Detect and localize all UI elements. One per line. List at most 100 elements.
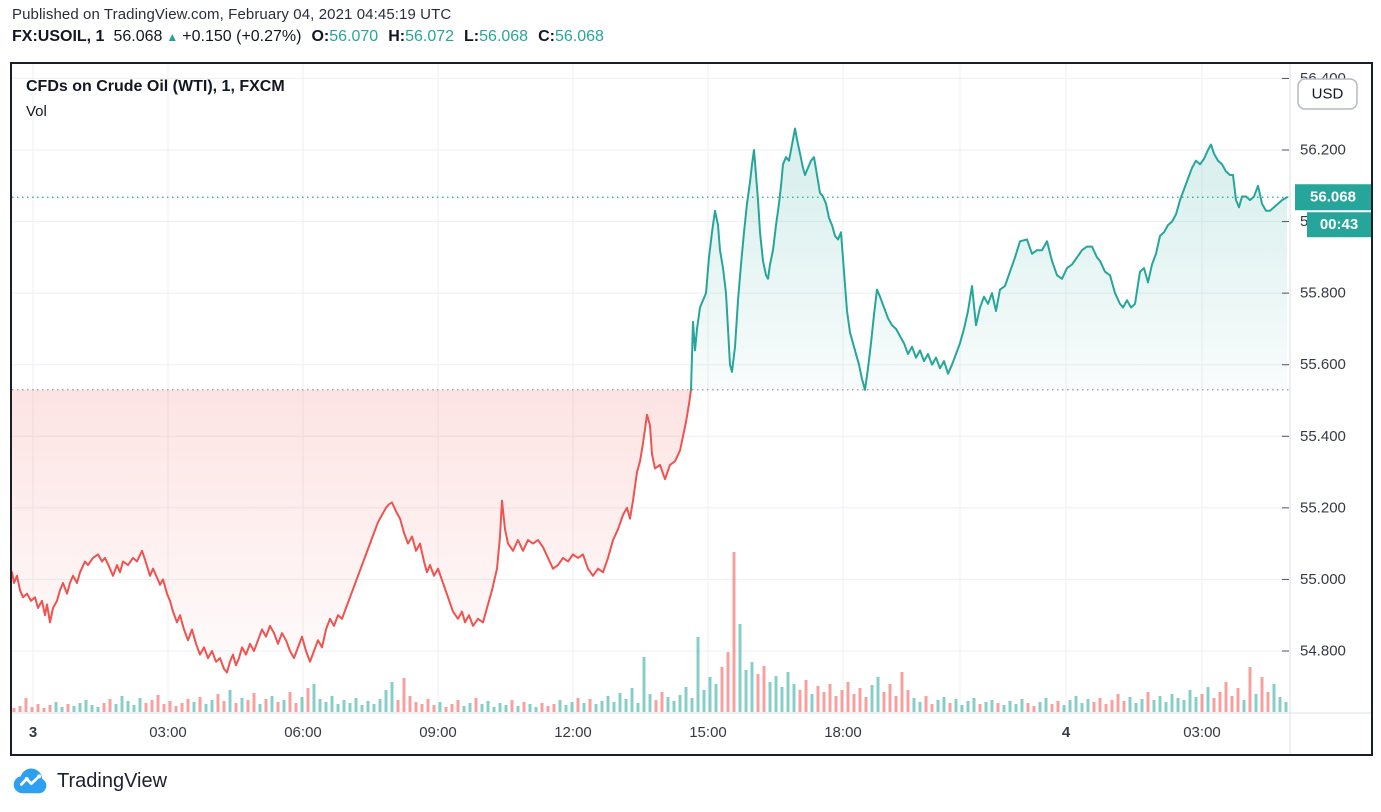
volume-bar xyxy=(48,705,52,712)
volume-bar xyxy=(1284,702,1288,712)
volume-bar xyxy=(1242,700,1246,712)
volume-bar xyxy=(1272,684,1276,712)
volume-bar xyxy=(1062,705,1066,712)
volume-bar xyxy=(738,624,742,712)
volume-bar xyxy=(432,705,436,712)
volume-bar xyxy=(690,698,694,712)
volume-bar xyxy=(798,690,802,712)
volume-bar xyxy=(132,705,136,712)
volume-bar xyxy=(960,705,964,712)
volume-bar xyxy=(792,684,796,712)
volume-bar xyxy=(768,682,772,712)
volume-bar xyxy=(294,703,298,712)
volume-bar xyxy=(498,703,502,712)
volume-bar xyxy=(156,695,160,712)
volume-bar xyxy=(96,707,100,712)
ohlc-values: O:56.070 H:56.072 L:56.068 C:56.068 xyxy=(301,28,603,45)
volume-bar xyxy=(216,694,220,712)
volume-bar xyxy=(600,701,604,712)
volume-bar xyxy=(1158,696,1162,712)
volume-bar xyxy=(546,706,550,712)
volume-bar xyxy=(1020,699,1024,712)
volume-bar xyxy=(1038,702,1042,712)
volume-bar xyxy=(1176,698,1180,712)
time-axis[interactable]: 3 03:00 06:00 09:00 12:00 15:00 18:00 4 03:00 xyxy=(29,724,1221,741)
volume-bar xyxy=(144,703,148,712)
volume-bar xyxy=(54,702,58,712)
volume-bar xyxy=(324,702,328,712)
time-tick-label: 18:00 xyxy=(824,724,862,741)
volume-bar xyxy=(630,688,634,712)
volume-bar xyxy=(18,706,22,712)
volume-bar xyxy=(1200,694,1204,712)
volume-bar xyxy=(36,704,40,712)
volume-bar xyxy=(864,697,868,712)
volume-bar xyxy=(198,697,202,712)
volume-bar xyxy=(978,704,982,712)
volume-bar xyxy=(1044,698,1048,712)
volume-bar xyxy=(672,701,676,712)
volume-bar xyxy=(708,677,712,712)
volume-bar xyxy=(612,702,616,712)
volume-bar xyxy=(150,700,154,712)
currency-badge xyxy=(1297,78,1358,110)
price-tick-label: 56.200 xyxy=(1300,142,1346,159)
volume-bar xyxy=(1260,677,1264,712)
volume-bar xyxy=(510,700,514,712)
volume-bar xyxy=(354,698,358,712)
volume-bar xyxy=(462,706,466,712)
brand-name: TradingView xyxy=(57,769,168,792)
volume-bar xyxy=(834,696,838,712)
volume-bar xyxy=(204,704,208,712)
volume-bar xyxy=(60,707,64,712)
ohlc-pair: H:56.072 xyxy=(388,28,455,45)
volume-bar xyxy=(366,701,370,712)
volume-bar xyxy=(1236,688,1240,712)
volume-bar xyxy=(108,699,112,712)
volume-bar xyxy=(1110,700,1114,712)
volume-bar xyxy=(762,666,766,712)
volume-bar xyxy=(264,699,268,712)
volume-bar xyxy=(342,700,346,712)
volume-bar xyxy=(492,707,496,712)
price-change: +0.150 (+0.27%) xyxy=(182,28,302,45)
volume-bar xyxy=(576,698,580,712)
brand-footer[interactable]: TradingView xyxy=(12,768,167,794)
ohlc-pair: C:56.068 xyxy=(538,28,604,45)
countdown-badge xyxy=(1307,212,1371,238)
volume-bar xyxy=(948,703,952,712)
symbol-line: FX:USOIL, 1 56.068 ▲ +0.150 (+0.27%) O:56.07… xyxy=(12,28,604,46)
price-chart[interactable]: 56.40056.20056.00055.80055.60055.40055.2… xyxy=(12,64,1371,754)
volume-bar xyxy=(900,672,904,712)
volume-bar xyxy=(966,701,970,712)
volume-bar xyxy=(1266,692,1270,712)
volume-bar xyxy=(804,680,808,712)
volume-bar xyxy=(816,686,820,712)
volume-bar xyxy=(66,704,70,712)
volume-bar xyxy=(138,698,142,712)
volume-bar xyxy=(702,690,706,712)
volume-bar xyxy=(102,703,106,712)
price-axis[interactable]: 56.40056.20056.00055.80055.60055.40055.2… xyxy=(1282,70,1346,660)
volume-bar xyxy=(1224,682,1228,712)
volume-bar xyxy=(330,696,334,712)
price-tick-label: 55.000 xyxy=(1300,571,1346,588)
volume-bar xyxy=(288,692,292,712)
volume-bar xyxy=(564,705,568,712)
volume-bar xyxy=(378,699,382,712)
volume-bar xyxy=(888,684,892,712)
volume-bar xyxy=(936,700,940,712)
price-tick-label: 55.800 xyxy=(1300,285,1346,302)
volume-bar xyxy=(1212,698,1216,712)
area-fill-below-baseline xyxy=(12,389,1287,673)
volume-bar xyxy=(1206,687,1210,712)
volume-bar xyxy=(402,678,406,712)
volume-bar xyxy=(894,696,898,712)
volume-bar xyxy=(642,657,646,712)
volume-bar xyxy=(876,677,880,712)
volume-bar xyxy=(486,701,490,712)
volume-bar xyxy=(918,702,922,712)
volume-bar xyxy=(252,693,256,712)
volume-bar xyxy=(594,704,598,712)
time-tick-label: 03:00 xyxy=(1183,724,1221,741)
